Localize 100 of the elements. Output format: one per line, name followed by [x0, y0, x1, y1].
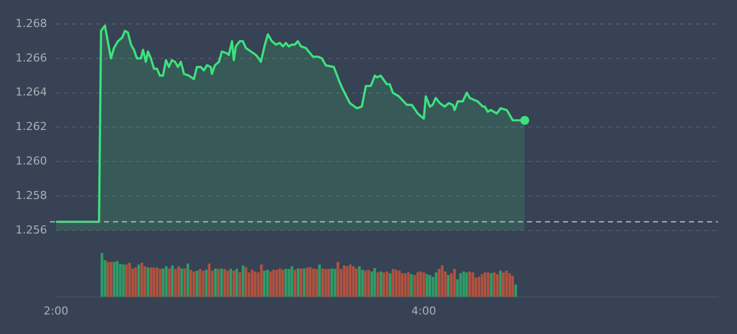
bar: [419, 272, 422, 297]
bar: [214, 268, 217, 297]
bar: [478, 276, 480, 297]
bar: [502, 272, 505, 297]
bar: [156, 268, 158, 297]
bar: [143, 266, 146, 297]
bar: [272, 270, 275, 297]
bar: [146, 268, 150, 297]
bar: [382, 272, 386, 297]
bar: [514, 284, 518, 297]
bar: [196, 270, 198, 297]
bar: [250, 270, 254, 297]
bar: [465, 272, 468, 297]
bar: [413, 275, 416, 297]
bar: [380, 272, 382, 297]
bar: [407, 272, 410, 297]
bar: [177, 266, 180, 297]
bar: [346, 266, 348, 297]
bar: [327, 268, 330, 297]
y-tick-label: 1.258: [16, 188, 47, 202]
bar: [229, 268, 232, 297]
bar: [152, 268, 156, 297]
bar: [453, 268, 456, 297]
y-tick-label: 1.266: [16, 51, 47, 64]
bar: [294, 270, 296, 297]
bar: [367, 270, 370, 297]
bar: [260, 264, 263, 297]
bar: [358, 266, 361, 297]
bar: [180, 268, 183, 297]
bar: [348, 264, 352, 297]
y-tick-label: 1.264: [16, 86, 47, 99]
bar: [217, 268, 220, 297]
bar: [492, 272, 496, 297]
bar: [269, 272, 272, 297]
bar: [288, 268, 290, 297]
bar: [296, 268, 300, 297]
bar: [432, 276, 434, 297]
bar: [223, 268, 226, 297]
bar: [486, 272, 490, 297]
bar: [376, 272, 380, 297]
bar: [404, 273, 407, 297]
bar: [140, 262, 144, 297]
bar: [505, 270, 508, 297]
bar: [318, 264, 321, 297]
bar: [400, 273, 404, 297]
bar: [440, 265, 444, 297]
bar: [116, 260, 119, 297]
y-tick-label: 1.262: [16, 120, 47, 134]
bar: [232, 270, 236, 297]
bar: [300, 268, 302, 297]
bar: [242, 265, 244, 297]
bar: [398, 270, 401, 297]
bar: [284, 268, 288, 297]
bar: [183, 268, 186, 297]
bar: [158, 268, 162, 297]
bar: [110, 262, 112, 297]
bar: [490, 273, 493, 297]
bar: [134, 268, 137, 297]
bar: [128, 262, 131, 297]
bar: [450, 273, 453, 297]
bar: [238, 272, 242, 297]
bar: [137, 264, 140, 297]
bar: [100, 253, 104, 297]
bar: [171, 265, 174, 297]
bar: [226, 270, 229, 297]
y-tick-label: 1.256: [16, 223, 47, 236]
bar: [330, 268, 334, 297]
bar: [202, 270, 204, 297]
bar: [459, 273, 462, 297]
bar: [106, 262, 110, 297]
bar: [484, 272, 486, 297]
bar: [426, 274, 428, 297]
bar: [278, 268, 282, 297]
bar: [244, 267, 248, 297]
bar: [373, 268, 376, 297]
bar: [125, 264, 128, 297]
bar: [434, 272, 438, 297]
bar: [324, 268, 328, 297]
bar: [499, 270, 502, 297]
bar: [189, 270, 192, 297]
bar: [511, 276, 514, 297]
bar: [204, 270, 208, 297]
bar: [162, 268, 165, 297]
bar: [315, 268, 318, 297]
bar: [281, 270, 284, 297]
bar: [220, 268, 223, 297]
bar: [370, 272, 374, 297]
bar: [306, 268, 309, 297]
bar: [165, 266, 168, 297]
bar: [410, 274, 413, 297]
bar: [119, 264, 122, 297]
bar: [321, 268, 324, 297]
bar: [168, 268, 171, 297]
bar: [422, 272, 426, 297]
bar: [112, 262, 116, 297]
bar: [208, 264, 211, 297]
bar: [122, 264, 125, 297]
bar: [302, 268, 306, 297]
bar: [352, 266, 355, 297]
bar: [361, 270, 364, 297]
